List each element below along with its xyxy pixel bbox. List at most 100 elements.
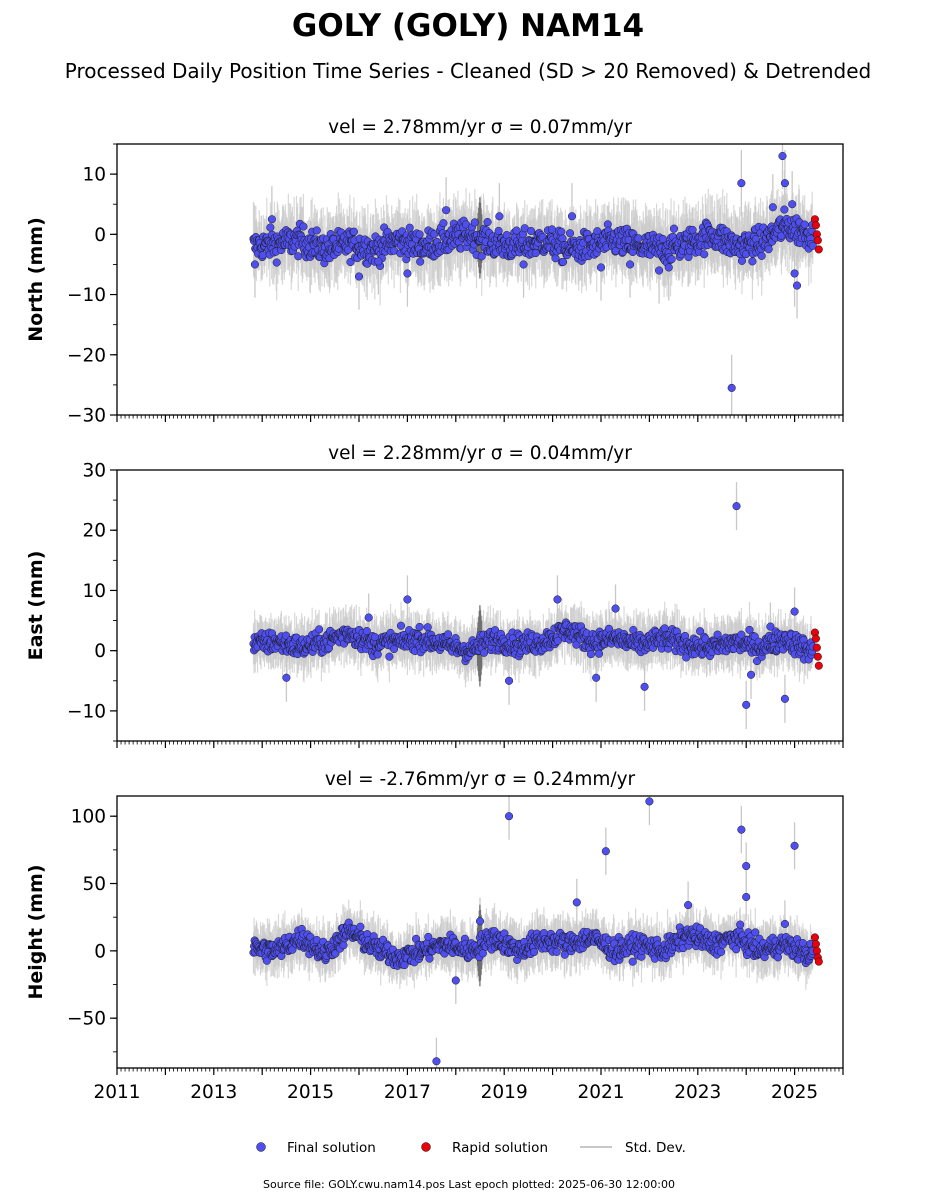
final-point-outlier — [790, 607, 799, 616]
final-point — [272, 258, 281, 267]
final-point — [315, 625, 324, 634]
rapid-solution-points — [810, 215, 823, 254]
final-point — [586, 650, 595, 659]
panel-north: vel = 2.78mm/yr σ = 0.07mm/yr North (mm) 1… — [25, 117, 844, 427]
y-tick-label: 30 — [82, 461, 106, 482]
final-point — [669, 224, 679, 233]
figure-title: GOLY (GOLY) NAM14 — [292, 8, 644, 44]
y-tick-label: −10 — [67, 285, 106, 306]
rapid-point — [811, 221, 820, 230]
final-point — [667, 255, 676, 264]
plot-area — [249, 144, 823, 415]
final-point — [294, 252, 303, 261]
final-point — [415, 230, 424, 239]
final-point-outlier — [640, 682, 649, 691]
final-point — [557, 227, 566, 236]
final-point — [423, 623, 432, 632]
final-point-outlier — [737, 179, 746, 188]
final-point — [494, 226, 503, 236]
y-tick-label: 10 — [82, 581, 106, 602]
final-point — [737, 256, 746, 265]
rapid-point — [813, 652, 822, 661]
rapid-solution-points — [810, 628, 823, 670]
figure-subtitle: Processed Daily Position Time Series - C… — [65, 59, 871, 83]
final-point-outlier — [504, 676, 514, 685]
y-axis-label: Height (mm) — [25, 864, 47, 999]
y-axis-label: North (mm) — [25, 217, 47, 342]
final-point — [483, 217, 492, 227]
rapid-point — [813, 236, 822, 245]
final-point-outlier — [768, 203, 777, 212]
final-point — [745, 625, 754, 634]
final-point — [396, 621, 406, 630]
final-point — [266, 223, 275, 232]
final-point — [312, 226, 321, 235]
final-point-outlier — [403, 269, 412, 278]
final-point — [258, 251, 267, 260]
final-point — [737, 630, 746, 639]
final-point — [512, 226, 521, 235]
final-point — [634, 234, 643, 243]
final-point — [800, 220, 809, 229]
final-point — [373, 650, 382, 659]
final-point-outlier — [442, 206, 451, 215]
final-point-outlier — [374, 257, 383, 266]
panel-height: vel = -2.76mm/yr σ = 0.24mm/yr Height (mm… — [25, 769, 844, 1103]
final-point-outlier — [267, 215, 276, 224]
y-tick-label: 0 — [94, 225, 106, 246]
y-tick-label: 0 — [94, 641, 106, 662]
final-point — [553, 636, 562, 645]
final-point — [416, 257, 425, 266]
final-point — [559, 257, 568, 267]
y-tick-label: 20 — [82, 521, 106, 542]
final-point-outlier — [727, 383, 736, 392]
final-solution-points — [249, 502, 817, 709]
final-point-outlier — [732, 502, 741, 511]
final-point-outlier — [592, 673, 601, 682]
final-point — [480, 648, 489, 657]
final-point-outlier — [778, 151, 787, 161]
final-point-outlier — [495, 212, 504, 221]
final-point-outlier — [611, 604, 620, 613]
final-point — [764, 245, 773, 254]
final-point-outlier — [596, 263, 606, 272]
y-axis-label: East (mm) — [25, 551, 47, 661]
final-point-outlier — [788, 200, 797, 209]
final-point — [696, 627, 705, 636]
final-point — [595, 649, 604, 658]
final-point-outlier — [364, 613, 373, 622]
final-point — [415, 622, 424, 632]
final-point — [572, 640, 581, 649]
final-point — [658, 234, 668, 244]
rapid-point — [814, 245, 823, 254]
panel-title: vel = -2.76mm/yr σ = 0.24mm/yr — [325, 769, 636, 790]
rapid-point — [814, 661, 823, 670]
y-tick-label: −30 — [67, 406, 106, 427]
plot-area — [249, 482, 823, 729]
final-point-outlier — [766, 622, 775, 631]
final-point — [439, 219, 448, 228]
final-point — [748, 257, 757, 266]
final-point — [700, 250, 709, 259]
panel-title: vel = 2.78mm/yr σ = 0.07mm/yr — [328, 117, 632, 138]
final-point — [527, 226, 536, 236]
rapid-point — [812, 643, 821, 652]
final-point — [757, 251, 766, 260]
final-point-outlier — [567, 212, 577, 221]
final-point-outlier — [664, 263, 673, 272]
final-point — [405, 223, 414, 232]
final-point-outlier — [354, 272, 364, 281]
y-tick-label: −10 — [67, 701, 106, 722]
final-point-outlier — [780, 179, 789, 188]
rapid-point — [811, 634, 820, 643]
final-point-outlier — [625, 260, 635, 269]
final-point — [349, 227, 359, 236]
final-point-outlier — [553, 595, 562, 604]
final-point-outlier — [792, 281, 802, 290]
final-point — [477, 252, 486, 261]
y-tick-label: −20 — [67, 345, 106, 366]
final-point — [299, 222, 308, 231]
final-point — [688, 225, 697, 234]
final-point — [547, 225, 557, 234]
